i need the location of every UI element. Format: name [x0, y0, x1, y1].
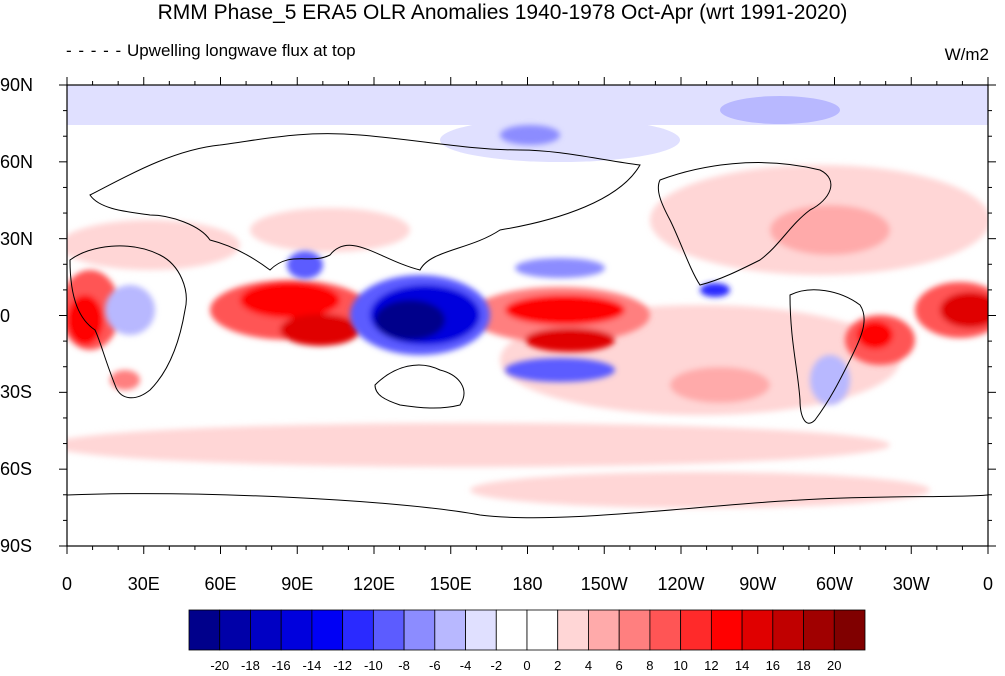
lon-tick-label: 150W: [580, 574, 628, 594]
colorbar-swatch: [219, 609, 251, 651]
lon-tick-label: 0: [982, 574, 994, 594]
colorbar-label: -14: [302, 658, 322, 673]
negative-anomalies: [105, 125, 850, 405]
plot-title: RMM Phase_5 ERA5 OLR Anomalies 1940-1978…: [157, 1, 848, 24]
left-subtitle: - - - - - Upwelling longwave flux at top: [66, 40, 356, 62]
lon-tick-label: 60W: [815, 574, 854, 594]
colorbar-label: 16: [765, 658, 781, 673]
arctic-anomaly-3: [720, 96, 840, 124]
colorbar-label: -16: [271, 658, 291, 673]
colorbar-label: 12: [704, 658, 719, 673]
colorbar-label: 2: [554, 658, 562, 673]
colorbar-swatch: [403, 609, 436, 651]
colorbar-label: -20: [210, 658, 230, 673]
lat-tick-label: 90S: [0, 536, 33, 556]
colorbar-swatch: [311, 609, 344, 651]
colorbar-label: -2: [490, 658, 503, 673]
colorbar-label: 0: [523, 658, 531, 673]
lon-tick-label: 90W: [739, 574, 777, 594]
colorbar-swatch: [465, 609, 497, 651]
colorbar-swatch: [372, 609, 405, 651]
colorbar-label: -4: [459, 658, 472, 673]
colorbar-swatch: [280, 609, 313, 651]
colorbar-swatch: [710, 609, 743, 651]
arctic-anomaly-2: [440, 118, 680, 162]
colorbar-swatch: [342, 609, 374, 651]
colorbar-label: 10: [673, 658, 688, 673]
colorbar-swatch: [588, 609, 620, 651]
colorbar-label: 20: [827, 658, 842, 673]
lon-tick-label: 120W: [657, 574, 705, 594]
units-label: W/m2: [944, 45, 989, 64]
colorbar-label: -18: [241, 658, 260, 673]
colorbar-label: 14: [734, 658, 750, 673]
colorbar-label: -10: [363, 658, 383, 673]
lon-tick-label: 180: [512, 574, 543, 594]
colorbar-swatch: [250, 609, 282, 651]
colorbar-swatch: [803, 609, 835, 651]
positive-anomalies: [67, 270, 988, 390]
colorbar-label: 8: [646, 658, 654, 673]
axis-ticks: [59, 77, 996, 554]
colorbar-swatch: [434, 609, 466, 651]
colorbar-label: 4: [584, 658, 593, 673]
lon-tick-label: 0: [61, 574, 73, 594]
colorbar-swatch: [649, 609, 682, 651]
colorbar-swatch: [526, 609, 559, 651]
lat-tick-label: 0: [0, 305, 11, 326]
left-subtitle-text: Upwelling longwave flux at top: [126, 41, 356, 60]
lat-tick-label: 30S: [0, 382, 33, 403]
colorbar: [188, 609, 866, 651]
colorbar-swatch: [680, 609, 712, 651]
lat-tick-label: 30N: [0, 228, 34, 249]
colorbar-swatch: [495, 609, 528, 651]
lat-tick-label: 90N: [0, 75, 34, 95]
colorbar-label: -6: [429, 658, 441, 673]
anomaly-field: [67, 85, 988, 546]
lon-tick-label: 30W: [892, 574, 930, 594]
colorbar-swatch: [833, 609, 866, 651]
colorbar-label: 18: [796, 658, 811, 673]
colorbar-swatch: [772, 609, 804, 651]
colorbar-swatch: [618, 609, 651, 651]
lat-tick-label: 60N: [0, 151, 34, 172]
colorbar-swatch: [188, 609, 221, 651]
colorbar-swatch: [741, 609, 774, 651]
lat-tick-label: 60S: [0, 459, 33, 480]
coastlines: [67, 133, 988, 519]
colorbar-label: -8: [398, 658, 410, 673]
dashed-line-icon: - - - - -: [66, 41, 123, 60]
lon-tick-label: 120E: [352, 574, 396, 594]
colorbar-swatch: [557, 609, 589, 651]
lon-tick-label: 30E: [127, 574, 160, 594]
lon-tick-label: 150E: [429, 574, 472, 594]
colorbar-label: -12: [333, 658, 353, 673]
lon-tick-label: 90E: [281, 574, 314, 594]
colorbar-label: 6: [615, 658, 623, 673]
lon-tick-label: 60E: [204, 574, 237, 594]
